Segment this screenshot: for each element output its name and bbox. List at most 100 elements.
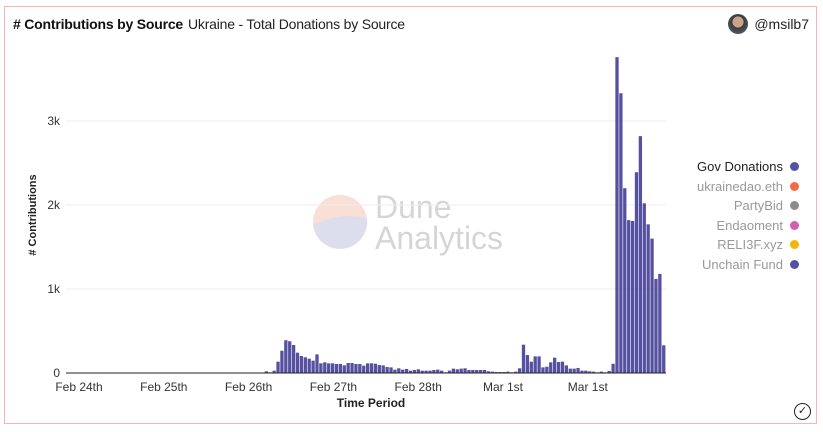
bar[interactable] bbox=[478, 369, 483, 373]
bar[interactable] bbox=[467, 369, 471, 373]
bar[interactable] bbox=[506, 371, 510, 373]
bar[interactable] bbox=[412, 369, 417, 373]
bar[interactable] bbox=[350, 363, 354, 373]
bar[interactable] bbox=[330, 363, 335, 373]
bar[interactable] bbox=[373, 363, 378, 373]
bar[interactable] bbox=[591, 371, 596, 373]
bar[interactable] bbox=[280, 350, 284, 373]
bar[interactable] bbox=[440, 370, 444, 373]
bar[interactable] bbox=[393, 369, 397, 373]
bar[interactable] bbox=[588, 371, 592, 373]
bar[interactable] bbox=[514, 371, 518, 373]
bar[interactable] bbox=[455, 369, 459, 373]
bar[interactable] bbox=[432, 369, 436, 373]
check-circle-icon[interactable]: ✓ bbox=[794, 403, 811, 420]
bar[interactable] bbox=[408, 370, 413, 373]
bar[interactable] bbox=[576, 367, 580, 373]
bar[interactable] bbox=[291, 345, 296, 373]
bar[interactable] bbox=[521, 344, 526, 373]
bar[interactable] bbox=[623, 188, 627, 373]
bar[interactable] bbox=[366, 363, 370, 373]
bar[interactable] bbox=[299, 356, 304, 373]
bar[interactable] bbox=[385, 367, 389, 373]
bar[interactable] bbox=[319, 363, 323, 373]
bar[interactable] bbox=[494, 371, 498, 373]
bar[interactable] bbox=[471, 369, 475, 373]
bar[interactable] bbox=[459, 368, 463, 373]
bar[interactable] bbox=[420, 370, 424, 373]
bar[interactable] bbox=[428, 370, 432, 373]
bar[interactable] bbox=[424, 370, 428, 373]
bar[interactable] bbox=[545, 366, 549, 373]
bar[interactable] bbox=[541, 367, 545, 373]
bar[interactable] bbox=[634, 172, 639, 373]
bar[interactable] bbox=[537, 356, 541, 373]
bar[interactable] bbox=[288, 341, 292, 373]
bar[interactable] bbox=[638, 136, 643, 373]
bar[interactable] bbox=[303, 357, 307, 373]
bar[interactable] bbox=[358, 364, 362, 373]
bar[interactable] bbox=[323, 362, 327, 373]
bar[interactable] bbox=[498, 371, 502, 373]
bar[interactable] bbox=[627, 220, 631, 373]
bar[interactable] bbox=[311, 360, 315, 373]
legend-item[interactable]: Endaoment bbox=[697, 216, 799, 236]
bar[interactable] bbox=[560, 361, 565, 373]
bar[interactable] bbox=[377, 365, 381, 373]
bar[interactable] bbox=[401, 369, 405, 373]
bar[interactable] bbox=[568, 368, 572, 373]
bar[interactable] bbox=[650, 238, 654, 373]
bar[interactable] bbox=[549, 362, 553, 373]
bar[interactable] bbox=[619, 93, 623, 373]
bar[interactable] bbox=[662, 345, 666, 373]
bar[interactable] bbox=[646, 224, 650, 373]
bar[interactable] bbox=[315, 354, 319, 373]
bar[interactable] bbox=[475, 369, 479, 373]
bar[interactable] bbox=[327, 363, 331, 373]
bar[interactable] bbox=[362, 365, 366, 373]
bar[interactable] bbox=[451, 368, 456, 373]
bar[interactable] bbox=[607, 370, 611, 373]
bar[interactable] bbox=[572, 368, 576, 373]
bar[interactable] bbox=[502, 371, 506, 373]
bar[interactable] bbox=[264, 371, 268, 373]
bar[interactable] bbox=[615, 57, 619, 373]
bar[interactable] bbox=[338, 364, 343, 373]
legend-item[interactable]: PartyBid bbox=[697, 196, 799, 216]
bar[interactable] bbox=[611, 363, 615, 373]
bar[interactable] bbox=[556, 361, 561, 373]
bar[interactable] bbox=[564, 365, 568, 373]
bar[interactable] bbox=[354, 364, 358, 373]
bar[interactable] bbox=[397, 368, 401, 373]
bar[interactable] bbox=[599, 371, 604, 373]
bar[interactable] bbox=[295, 352, 300, 373]
bar[interactable] bbox=[272, 370, 276, 373]
query-name[interactable]: Ukraine - Total Donations by Source bbox=[188, 16, 405, 32]
bar[interactable] bbox=[525, 355, 530, 373]
bar[interactable] bbox=[334, 364, 339, 373]
bar[interactable] bbox=[342, 365, 346, 373]
bar[interactable] bbox=[389, 367, 393, 373]
legend-item[interactable]: RELI3F.xyz bbox=[697, 235, 799, 255]
bar[interactable] bbox=[654, 278, 658, 373]
bar[interactable] bbox=[490, 371, 494, 373]
legend-item[interactable]: Unchain Fund bbox=[697, 255, 799, 275]
bar[interactable] bbox=[580, 370, 584, 373]
user-link[interactable]: @msilb7 bbox=[728, 14, 809, 34]
bar[interactable] bbox=[482, 369, 487, 373]
bar[interactable] bbox=[463, 368, 467, 373]
legend-item[interactable]: Gov Donations bbox=[697, 157, 799, 177]
bar[interactable] bbox=[584, 370, 588, 373]
bar[interactable] bbox=[447, 370, 452, 373]
bar[interactable] bbox=[517, 368, 522, 373]
bar[interactable] bbox=[404, 368, 409, 373]
bar[interactable] bbox=[416, 369, 420, 373]
bar[interactable] bbox=[630, 220, 635, 373]
bar[interactable] bbox=[553, 357, 557, 373]
legend-item[interactable]: ukrainedao.eth bbox=[697, 177, 799, 197]
bar[interactable] bbox=[346, 363, 350, 373]
bar[interactable] bbox=[533, 356, 537, 373]
bar[interactable] bbox=[436, 369, 440, 373]
bar[interactable] bbox=[658, 273, 662, 373]
bar[interactable] bbox=[486, 371, 491, 373]
